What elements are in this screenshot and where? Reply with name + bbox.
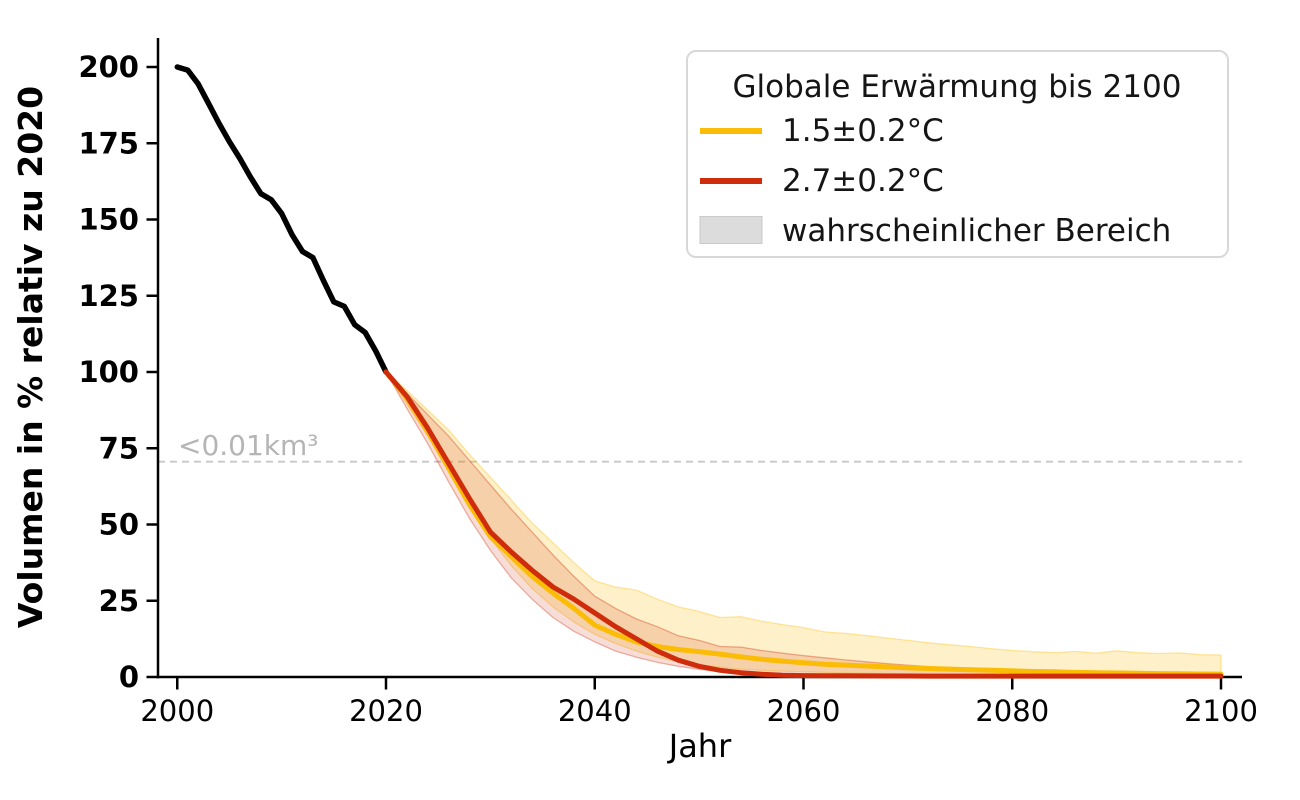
y-tick-label: 175	[78, 126, 139, 160]
legend-label-warming-2-7: 2.7±0.2°C	[782, 163, 944, 199]
y-axis-label: Volumen in % relativ zu 2020	[11, 86, 50, 628]
legend: Globale Erwärmung bis 2100 1.5±0.2°C 2.7…	[686, 50, 1229, 258]
x-tick-label: 2000	[140, 694, 214, 728]
legend-swatch-likely-range	[699, 216, 763, 244]
x-tick-label: 2060	[767, 694, 841, 728]
y-tick-label: 0	[119, 660, 139, 694]
threshold-annotation: <0.01km³	[178, 429, 319, 462]
legend-title: Globale Erwärmung bis 2100	[733, 69, 1182, 105]
x-axis-label: Jahr	[667, 727, 732, 765]
data-lines	[174, 64, 1224, 679]
y-tick-label: 150	[78, 203, 139, 237]
y-tick-label: 50	[99, 508, 139, 542]
line-historical	[174, 64, 389, 375]
band-warming-1-5	[385, 371, 1222, 677]
line-warming-1-5	[383, 369, 1224, 677]
legend-label-warming-1-5: 1.5±0.2°C	[782, 113, 944, 149]
x-tick-label: 2100	[1184, 694, 1258, 728]
legend-label-likely-range: wahrscheinlicher Bereich	[782, 213, 1171, 249]
x-tick-label: 2020	[349, 694, 423, 728]
y-tick-label: 100	[78, 355, 139, 389]
y-tick-label: 200	[78, 50, 139, 84]
x-tick-label: 2080	[975, 694, 1049, 728]
uncertainty-bands	[385, 371, 1222, 678]
axes: 2000 2020 2040 2060 2080 2100 0 25 50 75 100 125 15…	[78, 38, 1258, 728]
threshold-group: <0.01km³	[158, 429, 1242, 463]
line-warming-2-7	[383, 369, 1224, 679]
y-tick-label: 75	[99, 431, 139, 465]
y-tick-label: 125	[78, 279, 139, 313]
y-axis-ticks: 0 25 50 75 100 125 150 175 200	[78, 50, 158, 694]
x-axis-ticks: 2000 2020 2040 2060 2080 2100	[140, 677, 1258, 728]
y-tick-label: 25	[99, 584, 139, 618]
x-tick-label: 2040	[558, 694, 632, 728]
legend-box	[686, 50, 1229, 258]
